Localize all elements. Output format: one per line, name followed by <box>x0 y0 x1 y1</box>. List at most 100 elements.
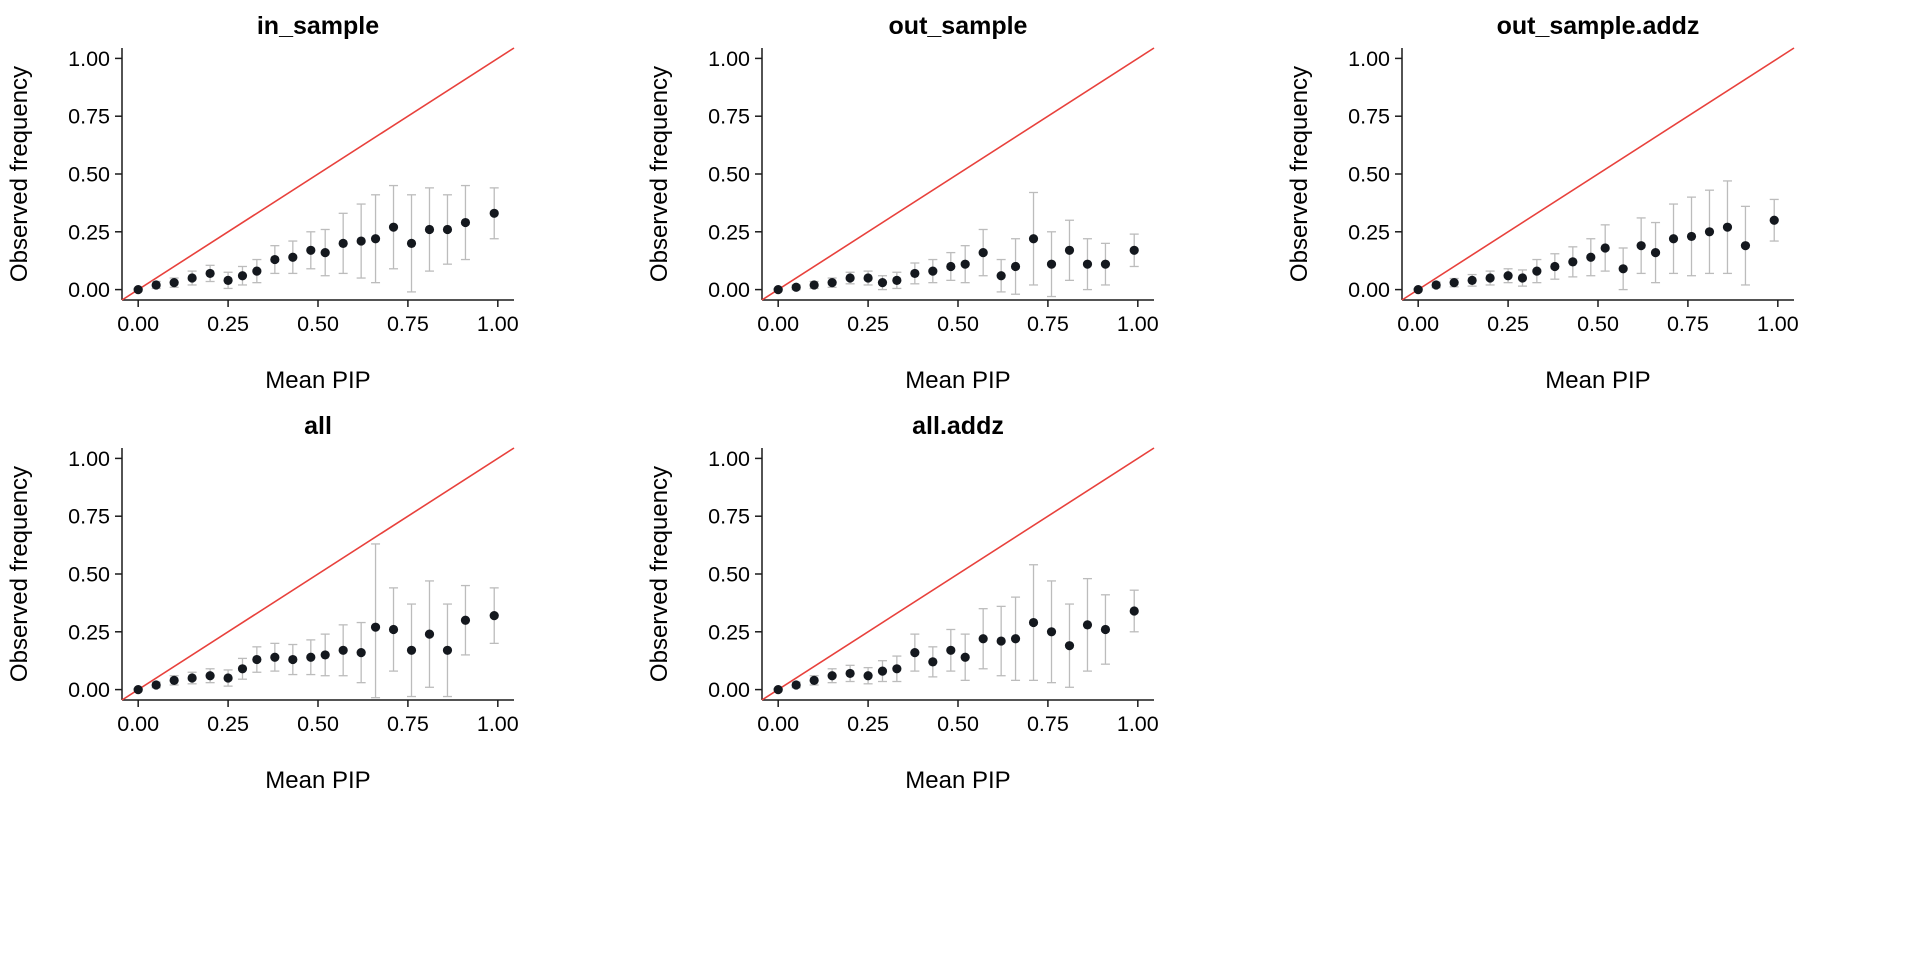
y-axis-label: Observed frequency <box>6 66 33 282</box>
data-point <box>388 222 399 232</box>
data-point <box>205 671 215 681</box>
data-point <box>320 248 330 258</box>
data-point <box>827 671 837 681</box>
x-tick-label: 1.00 <box>477 312 519 336</box>
x-tick-label: 0.25 <box>207 712 249 736</box>
data-point <box>1722 222 1733 232</box>
data-point <box>489 611 499 621</box>
data-point <box>773 284 783 295</box>
x-tick-label: 0.00 <box>757 312 799 336</box>
data-point <box>791 680 801 690</box>
data-point <box>388 624 399 635</box>
data-point <box>1686 231 1697 242</box>
data-point <box>1618 264 1628 274</box>
y-tick-label: 1.00 <box>68 447 110 471</box>
data-point <box>845 668 855 679</box>
data-point <box>910 648 920 658</box>
data-point <box>489 208 499 218</box>
data-point <box>910 268 920 279</box>
panel-title: all.addz <box>912 412 1004 440</box>
data-point <box>252 654 262 665</box>
x-tick-label: 0.00 <box>1397 312 1439 336</box>
x-tick-label: 0.75 <box>1027 712 1069 736</box>
plot-out_sample.addz: out_sample.addz 0.00 0.00 0.25 0.25 0.50 0.50 0… <box>1286 12 1799 394</box>
panel-all: all 0.00 0.00 0.25 0.25 0.50 0.50 0.75 0.75 1.00 1… <box>0 404 640 804</box>
data-point <box>169 675 179 685</box>
y-tick-label: 0.00 <box>708 278 750 302</box>
data-point <box>1650 248 1661 258</box>
data-point <box>237 664 248 674</box>
x-tick-label: 0.50 <box>937 312 979 336</box>
data-point <box>1064 245 1075 255</box>
data-point <box>187 673 197 683</box>
y-tick-label: 1.00 <box>1348 47 1390 71</box>
identity-line <box>121 47 515 301</box>
panel-title: in_sample <box>257 12 379 40</box>
y-tick-label: 0.00 <box>68 278 110 302</box>
data-point <box>960 259 970 269</box>
data-point <box>187 273 197 283</box>
data-point <box>460 217 471 228</box>
x-axis-label: Mean PIP <box>265 767 370 794</box>
data-point <box>1586 252 1596 262</box>
data-point <box>996 271 1006 281</box>
y-tick-label: 0.50 <box>708 563 750 587</box>
x-tick-label: 1.00 <box>477 712 519 736</box>
data-point <box>809 675 819 685</box>
y-tick-label: 0.25 <box>68 220 110 244</box>
data-point <box>237 271 248 281</box>
y-tick-label: 0.25 <box>68 620 110 644</box>
y-tick-label: 1.00 <box>68 47 110 71</box>
identity-line <box>761 47 1155 301</box>
y-tick-label: 0.75 <box>1348 105 1390 129</box>
data-point <box>356 648 366 658</box>
data-point <box>1668 234 1679 244</box>
data-point <box>1467 275 1477 285</box>
panel-in_sample: in_sample 0.00 0.00 0.25 0.25 0.50 0.50 0.75 0.7… <box>0 4 640 404</box>
panel-title: all <box>304 412 332 440</box>
x-tick-label: 0.00 <box>117 312 159 336</box>
plot-all.addz: all.addz 0.00 0.00 0.25 0.25 0.50 0.50 0.75 0.75… <box>646 412 1159 794</box>
data-point <box>809 280 819 290</box>
data-point <box>1740 241 1751 251</box>
x-tick-label: 1.00 <box>1757 312 1799 336</box>
data-point <box>133 284 143 295</box>
data-point <box>442 645 453 655</box>
data-point <box>1769 215 1779 225</box>
data-point <box>1503 271 1513 281</box>
x-tick-label: 0.25 <box>207 312 249 336</box>
data-point <box>406 645 417 655</box>
plot-out_sample: out_sample 0.00 0.00 0.25 0.25 0.50 0.50 0.75 0.… <box>646 12 1159 394</box>
data-point <box>1100 259 1111 269</box>
x-axis-label: Mean PIP <box>905 767 1010 794</box>
x-tick-label: 0.75 <box>1027 312 1069 336</box>
data-point <box>1082 259 1093 269</box>
panel-out_sample.addz: out_sample.addz 0.00 0.00 0.25 0.25 0.50 0.50 0… <box>1280 4 1920 404</box>
y-axis-label: Observed frequency <box>6 466 33 682</box>
data-point <box>306 245 316 255</box>
y-tick-label: 0.00 <box>708 678 750 702</box>
data-point <box>1431 280 1441 290</box>
data-point <box>306 652 316 662</box>
data-point <box>863 273 873 283</box>
data-point <box>1028 234 1039 244</box>
data-point <box>288 252 298 262</box>
data-point <box>370 622 381 632</box>
data-point <box>338 238 348 248</box>
data-point <box>338 645 348 655</box>
data-point <box>1704 227 1715 237</box>
data-point <box>270 254 280 265</box>
data-point <box>773 684 783 695</box>
data-point <box>370 234 381 244</box>
data-point <box>791 282 801 292</box>
plot-in_sample: in_sample 0.00 0.00 0.25 0.25 0.50 0.50 0.75 0.7… <box>6 12 519 394</box>
y-axis-label: Observed frequency <box>646 466 673 682</box>
data-point <box>928 657 938 667</box>
data-point <box>1129 606 1139 616</box>
panel-all.addz: all.addz 0.00 0.00 0.25 0.25 0.50 0.50 0.75 0.75… <box>640 404 1280 804</box>
data-point <box>223 673 233 683</box>
data-point <box>1636 241 1646 251</box>
x-tick-label: 0.00 <box>117 712 159 736</box>
data-point <box>252 266 262 276</box>
plot-all: all 0.00 0.00 0.25 0.25 0.50 0.50 0.75 0.75 1.00 1… <box>6 412 519 794</box>
